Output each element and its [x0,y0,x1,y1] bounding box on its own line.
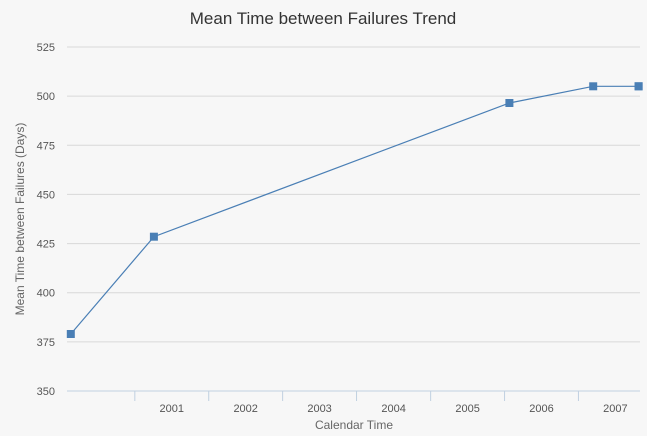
x-tick-label: 2005 [455,403,479,415]
y-tick-label: 400 [37,288,55,300]
y-tick-label: 525 [37,42,55,54]
series-line [70,85,639,335]
y-tick-label: 500 [37,91,55,103]
y-axis-title: Mean Time between Failures (Days) [13,123,27,316]
x-axis: 2001 2002 2003 2004 2005 2006 2007 [67,390,640,415]
y-axis-ticks: 350 375 400 425 450 475 500 525 [37,42,55,398]
data-point-marker[interactable] [149,232,158,241]
x-tick-label: 2001 [160,403,184,415]
data-point-marker[interactable] [66,330,75,338]
x-axis-title: Calendar Time [315,418,393,432]
x-tick-label: 2002 [233,403,257,415]
y-tick-label: 350 [37,386,55,398]
y-tick-label: 425 [37,239,55,251]
x-tick-label: 2003 [307,403,331,415]
data-point-marker[interactable] [634,82,643,91]
data-point-marker[interactable] [589,82,598,91]
chart-title: Mean Time between Failures Trend [190,9,456,28]
x-tick-label: 2007 [603,403,627,415]
x-tick-label: 2006 [529,403,553,415]
x-tick-label: 2004 [381,403,405,415]
data-point-marker[interactable] [505,99,514,107]
y-tick-label: 450 [37,189,55,201]
grid [67,46,640,343]
y-tick-label: 375 [37,337,55,349]
y-tick-label: 475 [37,140,55,152]
series [66,82,643,338]
